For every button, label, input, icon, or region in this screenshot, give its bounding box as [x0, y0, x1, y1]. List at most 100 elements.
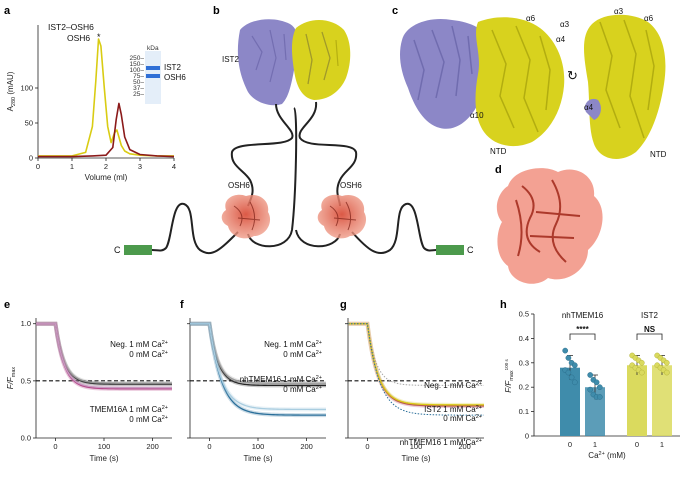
h-significance-bracket-0 [569, 333, 596, 340]
panel-g-kinetics: 0 100 200 Time (s) Neg. 1 mM Ca2+ IST2 1 mM C… [345, 318, 485, 463]
a-x-label: Volume (ml) [85, 173, 128, 182]
h-y-tick-label: 0.2 [519, 383, 529, 392]
h-point-0-0-6 [568, 374, 575, 381]
a-x-tick-label: 1 [70, 162, 74, 171]
cryoem-map-rotated [584, 14, 666, 159]
gel-band-osh6 [146, 74, 160, 78]
e-label-tmem16a-0: 0 mM Ca2+ [129, 415, 168, 424]
f-label-neg: Neg. 1 mM Ca2+ [264, 340, 322, 349]
f-label-nhtmem16-0: 0 mM Ca2+ [283, 385, 322, 394]
panel-a-axes: 0 1 2 3 4 0 50 100 Volume (ml) A280 (mAU) [6, 25, 176, 182]
gel-label-ist2: IST2 [164, 63, 181, 72]
f-x-tick-label: 200 [300, 442, 313, 451]
h-y-tick-label: 0.5 [519, 310, 529, 319]
f-series-band-3 [190, 321, 327, 412]
e-x-label: Time (s) [89, 454, 118, 463]
a-x-tick-label: 3 [138, 162, 142, 171]
h-point-0-1-2 [593, 379, 600, 386]
h-x-tick-label-1-1: 1 [660, 440, 664, 449]
a-x-tick-label: 0 [36, 162, 40, 171]
osh6-right [317, 194, 367, 239]
label-alpha6: α6 [526, 14, 536, 23]
g-series-2 [348, 323, 485, 406]
osh6-cartoon [515, 179, 581, 263]
legend-ist2-osh6: IST2–OSH6 [48, 22, 94, 32]
label-alpha4: α4 [556, 35, 566, 44]
panel-b-schematic: IST2 C C OSH6 OSH6 [114, 19, 474, 255]
gel-ladder-37: 37– [133, 85, 144, 92]
gel-ladder-150: 150– [130, 61, 145, 68]
h-group-label-0: nhTMEM16 [562, 311, 604, 320]
g-label-ist2: IST2 1 mM Ca2+ [424, 405, 482, 414]
g-label-nhtmem16: nhTMEM16 1 mM Ca2+ [400, 438, 482, 447]
h-point-0-1-4 [587, 386, 594, 393]
panel-label-c: c [392, 5, 398, 17]
h-point-0-0-5 [565, 369, 572, 376]
label-alpha3-rotated: α3 [614, 7, 624, 16]
h-point-1-1-7 [663, 369, 670, 376]
h-point-0-0-1 [565, 355, 572, 361]
panel-a-series [38, 38, 175, 158]
g-label-neg: Neg. 1 mM Ca2+ [424, 381, 482, 390]
a-x-tick-label: 4 [172, 162, 176, 171]
label-ntd: NTD [490, 147, 507, 156]
e-y-tick-label: 1.0 [21, 319, 31, 328]
h-point-0-1-3 [596, 384, 603, 391]
e-label-neg: Neg. 1 mM Ca2+ [110, 340, 168, 349]
linker-left-upper [230, 103, 294, 207]
h-significance-0: **** [576, 325, 589, 334]
label-alpha4-rotated: α4 [584, 103, 594, 112]
h-significance-bracket-1 [636, 333, 663, 340]
f-label-nhtmem16: nhTMEM16 1 mM Ca2+ [240, 375, 322, 384]
linker-right-lower [351, 202, 437, 255]
gel-ladder-75: 75– [133, 73, 144, 80]
h-point-0-1-0 [587, 372, 594, 378]
h-x-tick-label-0-1: 1 [593, 440, 597, 449]
panel-label-f: f [180, 299, 184, 311]
panel-h-bar-chart: 0 0.1 0.2 0.3 0.4 0.5 F/Fmax100 s Ca2+ (mM) nhTM… [504, 310, 680, 460]
h-point-1-1-3 [663, 359, 670, 366]
h-point-1-0-3 [638, 359, 645, 366]
panel-d-osh6-structure [496, 168, 603, 284]
label-alpha3: α3 [560, 20, 570, 29]
f-x-tick-label: 0 [207, 442, 211, 451]
peak-asterisk: * [97, 32, 101, 42]
label-alpha6-rotated: α6 [644, 14, 654, 23]
cryoem-map-front [400, 17, 565, 147]
gel-band-ist2 [146, 66, 160, 70]
a-x-tick-label: 2 [104, 162, 108, 171]
g-series-0 [348, 323, 485, 386]
h-point-0-0-3 [571, 362, 578, 369]
e-x-tick-label: 200 [146, 442, 159, 451]
tm-segment-left [124, 245, 152, 255]
panel-label-d: d [495, 164, 502, 176]
g-series-3 [348, 323, 485, 416]
linker-right-upper [298, 101, 358, 207]
h-point-1-0-7 [638, 369, 645, 376]
a-series-0 [38, 38, 174, 157]
e-x-tick-label: 0 [53, 442, 57, 451]
h-bar-1-0 [627, 365, 647, 436]
g-series-band-2 [348, 321, 485, 407]
e-label-neg-0: 0 mM Ca2+ [129, 350, 168, 359]
tm-segment-right [436, 245, 464, 255]
f-label-neg-0: 0 mM Ca2+ [283, 350, 322, 359]
h-y-label: F/Fmax100 s [504, 359, 515, 393]
f-x-tick-label: 100 [252, 442, 265, 451]
panel-e-kinetics: 0 100 200 0.0 0.5 1.0 Time (s) F/Fmax Neg. 1 mM … [6, 318, 173, 463]
panel-label-b: b [213, 5, 220, 17]
a-y-label: A280 (mAU) [6, 71, 17, 111]
a-series-1 [38, 102, 175, 158]
f-series-3 [190, 323, 327, 411]
g-x-tick-label: 200 [458, 442, 471, 451]
linker-left-lower [151, 202, 239, 255]
h-y-tick-label: 0 [525, 432, 529, 441]
f-x-label: Time (s) [243, 454, 272, 463]
h-y-tick-label: 0.4 [519, 334, 529, 343]
panel-a-chromatogram: 0 1 2 3 4 0 50 100 Volume (ml) A280 (mAU) IST2–OS… [6, 22, 186, 182]
h-bar-1-1 [652, 365, 672, 436]
ist2-density-map [237, 19, 351, 106]
e-y-tick-label: 0.0 [21, 434, 31, 443]
